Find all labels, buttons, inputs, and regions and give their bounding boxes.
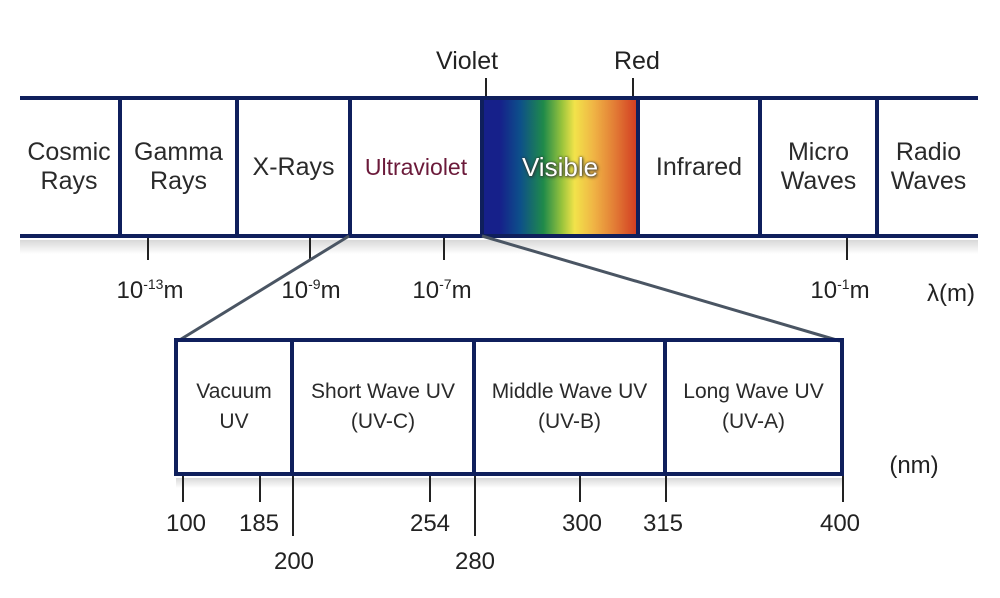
uv-tick-315 [665, 476, 667, 502]
band-micro-waves: Micro Waves [780, 138, 857, 195]
axis-label-1e-9: 10-9m [281, 276, 341, 304]
uv-label-185: 185 [238, 510, 280, 537]
violet-label: Violet [436, 47, 499, 75]
uv-band-uvb: Middle Wave UV (UV-B) [491, 380, 648, 433]
visible-gradient [481, 98, 637, 238]
tick-1e-9 [309, 238, 311, 260]
uv-tick-400 [842, 476, 844, 502]
uv-tick-200 [292, 476, 294, 536]
red-label: Red [614, 47, 660, 75]
uv-band-vacuum: Vacuum UV [196, 380, 272, 433]
uv-label-315: 315 [642, 510, 684, 537]
violet-marker [485, 78, 487, 100]
tick-1e-1 [846, 238, 848, 260]
tick-1e-7 [443, 238, 445, 260]
axis-label-1e-7: 10-7m [412, 276, 472, 304]
uv-tick-300 [579, 476, 581, 502]
axis-label-1e-1: 10-1m [810, 276, 870, 304]
band-radio-waves: Radio Waves [890, 138, 967, 195]
nm-unit-label: (nm) [889, 452, 939, 479]
band-ultraviolet: Ultraviolet [364, 153, 468, 180]
uv-band-uvc: Short Wave UV (UV-C) [311, 380, 455, 433]
band-x-rays: X-Rays [252, 152, 335, 181]
uv-band-uva: Long Wave UV (UV-A) [683, 380, 824, 433]
band-infrared: Infrared [655, 152, 743, 181]
uv-tick-280 [474, 476, 476, 536]
uv-label-300: 300 [561, 510, 603, 537]
band-gamma-rays: Gamma Rays [134, 138, 223, 195]
uv-tick-100 [182, 476, 184, 502]
uv-label-200: 200 [273, 548, 315, 575]
uv-tick-185 [259, 476, 261, 502]
axis-label-1e-13: 10-13m [116, 276, 184, 304]
tick-1e-13 [147, 238, 149, 260]
uv-tick-254 [429, 476, 431, 502]
uv-label-100: 100 [165, 510, 207, 537]
uv-label-400: 400 [819, 510, 861, 537]
uv-label-280: 280 [454, 548, 496, 575]
wavelength-unit-label: λ(m) [927, 280, 975, 307]
uv-label-254: 254 [409, 510, 451, 537]
band-visible: Visible [521, 151, 599, 182]
red-marker [632, 78, 634, 100]
band-cosmic-rays: Cosmic Rays [27, 138, 111, 195]
